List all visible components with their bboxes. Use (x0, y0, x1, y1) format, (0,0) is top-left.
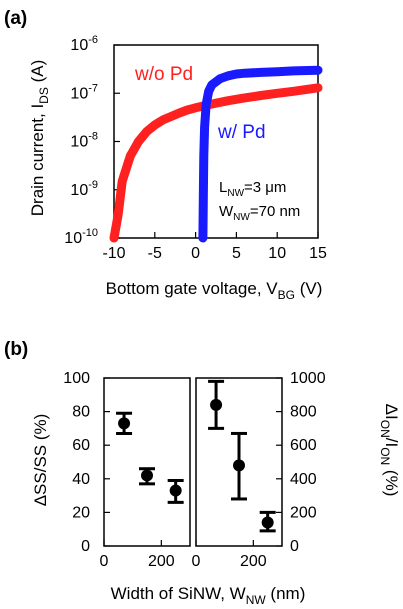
panel-a-y-tick-label: 10-10 (64, 227, 98, 247)
panel-a-label: (a) (4, 8, 27, 29)
panel-b-right-y-title-mid: /I (382, 438, 401, 447)
panel-b-right-x-tick-label: 0 (192, 553, 201, 570)
panel-b-right-y-title-main: ΔI (382, 404, 401, 420)
panel-b-right-y-tick-label: 800 (290, 404, 317, 421)
panel-b-left-frame (103, 377, 191, 547)
panel-b-right-y-tick-label: 0 (290, 538, 299, 555)
panel-b-left-x-tick-label: 200 (148, 553, 175, 570)
panel-b-left-y-tick-label: 80 (72, 404, 90, 421)
panel-b-left-y-tick-label: 20 (72, 504, 90, 521)
panel-a-y-tick-label: 10-7 (70, 82, 98, 102)
panel-b-left-y-tick-label: 60 (72, 437, 90, 454)
series-label-wo-pd: w/o Pd (134, 64, 193, 85)
annotation-width-sub: NW (233, 212, 250, 223)
panel-b-left-y-tick-label: 0 (81, 538, 90, 555)
panel-b-left-data-point (141, 469, 153, 482)
annotation-width-value: =70 nm (250, 203, 300, 220)
panel-b-left-data-point (169, 484, 182, 497)
panel-b-left-data-point (118, 417, 131, 430)
panel-a-x-tick-label: 0 (191, 245, 200, 262)
annotation-width-main: W (219, 203, 234, 220)
panel-b-right-y-title-unit: (%) (382, 465, 401, 496)
annotation-length-sub: NW (227, 188, 244, 199)
panel-b-right-data-point (233, 459, 245, 472)
annotation-length-main: L (219, 179, 227, 196)
panel-b-right-y-tick-label: 200 (290, 504, 317, 521)
panel-a-y-title-sub: DS (37, 87, 51, 104)
panel-a-y-title-unit: (A) (28, 60, 47, 87)
annotation-length-value: =3 μm (244, 179, 286, 196)
panel-b-left-x-tick-label: 0 (100, 553, 109, 570)
panel-b-right-data-point (210, 398, 223, 411)
panel-a-y-tick-label: 10-9 (70, 179, 98, 199)
panel-b-right-data-point (261, 516, 274, 529)
panel-b-right-y-title-sub: ON (378, 420, 392, 438)
panel-b-right-y-tick-label: 1000 (290, 370, 326, 387)
panel-b-left-y-axis-title: ΔSS/SS (%) (31, 414, 50, 507)
panel-a-y-tick-label: 10-6 (70, 34, 98, 54)
panel-b-right-y-title-sub2: ON (378, 447, 392, 465)
panel-a-y-tick-label: 10-8 (70, 131, 98, 151)
panel-a-x-tick-label: 15 (309, 245, 327, 262)
panel-b-x-title-sub: NW (246, 593, 267, 607)
panel-a-x-tick-label: -10 (102, 245, 125, 262)
panel-a-y-title-main: Drain current, I (28, 104, 47, 216)
annotation-length: LNW=3 μm (219, 179, 286, 199)
panel-b-right-y-tick-label: 400 (290, 471, 317, 488)
panel-b-right-plot-area: 0 200 400 600 800 1000 0 200 (192, 370, 326, 570)
series-line-wo-pd (109, 83, 323, 243)
panel-b-x-title-unit: (nm) (266, 584, 306, 603)
panel-a-x-title-unit: (V) (295, 279, 322, 298)
series-label-w-pd: w/ Pd (217, 122, 266, 143)
panel-a-x-title-sub: BG (278, 288, 295, 302)
svg-text:Drain current, IDS (A): Drain current, IDS (A) (28, 60, 51, 217)
panel-b: (b) ΔSS/SS (%) ΔION/ION (%) 020406080100… (4, 339, 401, 607)
panel-b-left-y-tick-label: 100 (63, 370, 90, 387)
annotation-width: WNW=70 nm (219, 203, 300, 223)
panel-a-plot-area: -10 -5 0 5 10 15 10-10 10-9 10-8 10-7 10-6 (64, 34, 327, 262)
panel-b-x-title-main: Width of SiNW, W (111, 584, 246, 603)
panel-a-x-tick-label: -5 (148, 245, 162, 262)
panel-a-x-tick-label: 10 (268, 245, 286, 262)
panel-a-x-tick-label: 5 (232, 245, 241, 262)
panel-b-left-plot-area: 0 20 40 60 80 100 0 200 (63, 370, 191, 570)
panel-a-y-axis-title: Drain current, IDS (A) (28, 60, 51, 217)
panel-b-right-y-tick-label: 600 (290, 437, 317, 454)
panel-a-x-axis-title: Bottom gate voltage, VBG (V) (106, 279, 323, 302)
panel-a: (a) Drain current, IDS (A) -10 -5 0 5 10 15 10… (4, 8, 327, 302)
panel-b-left-y-tick-label: 40 (72, 471, 90, 488)
panel-b-x-axis-title: Width of SiNW, WNW (nm) (111, 584, 306, 607)
series-line-w-pd (198, 65, 323, 243)
panel-b-label: (b) (4, 339, 28, 360)
panel-b-right-y-axis-title: ΔION/ION (%) (378, 404, 401, 497)
panel-b-right-x-tick-label: 200 (240, 553, 267, 570)
panel-a-x-title-main: Bottom gate voltage, V (106, 279, 279, 298)
panel-b-right-frame (195, 377, 283, 547)
